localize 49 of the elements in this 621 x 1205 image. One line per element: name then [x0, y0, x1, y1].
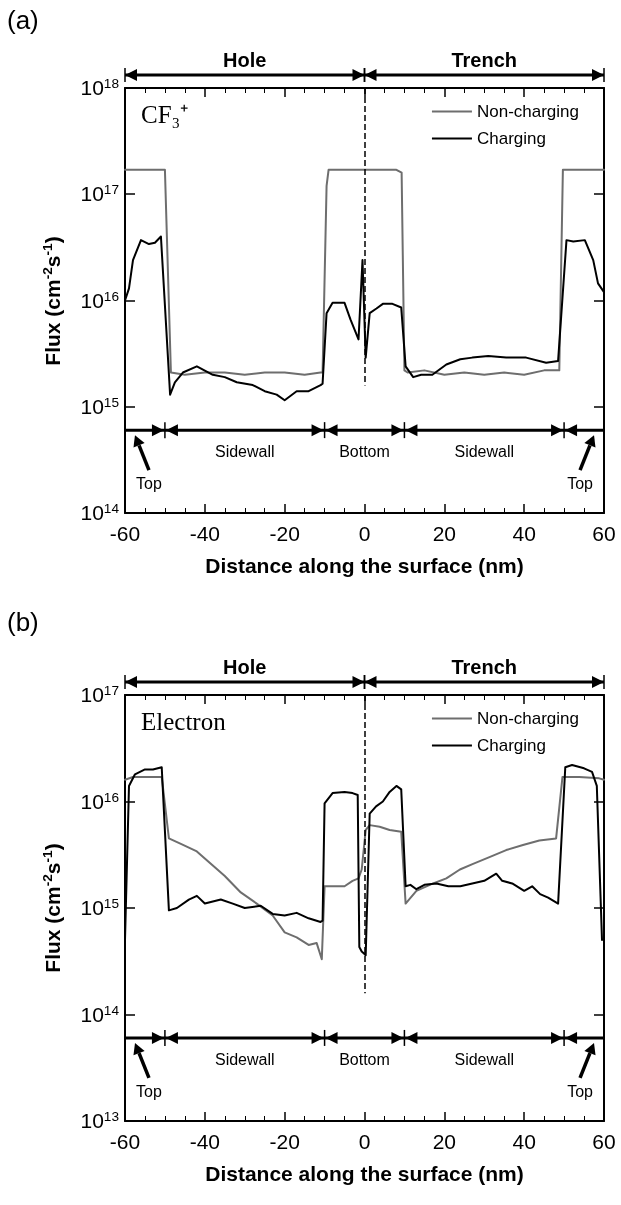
x-tick-label: 20 — [432, 1130, 457, 1153]
x-tick-label: 40 — [512, 1130, 536, 1153]
y-tick-label: 10$^{17}$ — [80, 682, 119, 706]
x-tick-label: 20 — [432, 522, 457, 545]
annotation: Top — [136, 1082, 162, 1100]
annotation: Sidewall — [214, 443, 275, 461]
legend-label: Charging — [476, 736, 546, 755]
x-tick-label: 60 — [592, 522, 616, 545]
annotation: Bottom — [339, 1050, 390, 1068]
legend-label: Charging — [476, 129, 546, 148]
y-tick-label: 10$^{18}$ — [80, 75, 119, 99]
x-tick-label: 40 — [512, 522, 536, 545]
x-tick-label: 0 — [358, 522, 371, 545]
annotation: Sidewall — [454, 1050, 515, 1068]
y-tick-label: 10$^{17}$ — [80, 181, 119, 206]
x-tick-label: -20 — [269, 1130, 300, 1153]
x-tick-label: 0 — [358, 1130, 371, 1153]
y-tick-label: 10$^{15}$ — [80, 895, 119, 919]
x-axis-title: Distance along the surface (nm) — [205, 554, 524, 577]
chart-title: (b) — [7, 607, 39, 637]
x-tick-label: -60 — [109, 1130, 141, 1153]
x-axis-title: Distance along the surface (nm) — [205, 1162, 524, 1185]
x-tick-label: 60 — [592, 1130, 616, 1153]
annotation: Bottom — [339, 443, 390, 461]
annotation: Sidewall — [214, 1050, 275, 1068]
annotation: Top — [567, 475, 593, 493]
x-tick-label: -40 — [189, 1130, 221, 1153]
text: Trench — [451, 49, 518, 71]
annotation: Electron — [141, 708, 226, 735]
legend-label: Non-charging — [476, 102, 579, 121]
y-tick-label: 10$^{15}$ — [80, 394, 119, 418]
chart-title: (a) — [7, 5, 39, 35]
y-tick-label: 10$^{16}$ — [80, 288, 119, 312]
text: Hole — [223, 656, 267, 678]
y-tick-label: 10$^{14}$ — [80, 500, 119, 524]
annotation: Top — [136, 475, 162, 493]
y-tick-label: 10$^{14}$ — [80, 1002, 119, 1026]
line-series — [124, 168, 605, 376]
x-tick-label: -20 — [269, 522, 300, 545]
x-tick-label: -60 — [109, 522, 141, 545]
legend-label: Non-charging — [476, 709, 579, 728]
y-tick-label: 10$^{13}$ — [80, 1108, 119, 1132]
text: Trench — [451, 656, 518, 678]
y-tick-label: 10$^{16}$ — [80, 789, 119, 813]
annotation: Top — [567, 1082, 593, 1100]
x-tick-label: -40 — [189, 522, 221, 545]
text: Hole — [223, 49, 267, 71]
annotation: CF₃⁺ — [141, 101, 189, 128]
annotation: Sidewall — [454, 443, 515, 461]
